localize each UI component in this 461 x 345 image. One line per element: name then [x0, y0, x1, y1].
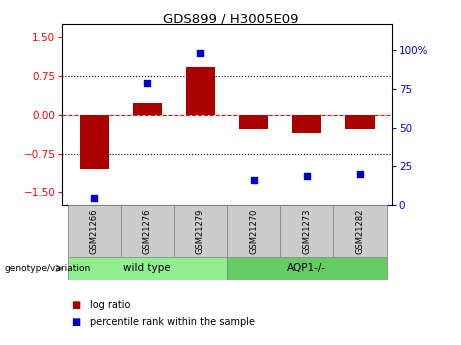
Text: GSM21279: GSM21279	[196, 208, 205, 254]
Bar	[79, 115, 109, 169]
Bar	[239, 115, 268, 129]
Bar	[345, 115, 375, 129]
Point	[303, 173, 310, 179]
Text: percentile rank within the sample: percentile rank within the sample	[90, 317, 255, 326]
Bar	[280, 205, 333, 257]
Point	[197, 50, 204, 56]
Text: GSM21273: GSM21273	[302, 208, 311, 254]
Bar	[133, 103, 162, 115]
Text: GSM21282: GSM21282	[355, 208, 365, 254]
Point	[144, 80, 151, 86]
Point	[356, 171, 364, 177]
Text: GSM21276: GSM21276	[143, 208, 152, 254]
Bar	[186, 67, 215, 115]
Text: AQP1-/-: AQP1-/-	[287, 264, 326, 273]
Bar	[227, 257, 386, 280]
Text: wild type: wild type	[124, 264, 171, 273]
Point	[90, 195, 98, 200]
Bar	[68, 257, 227, 280]
Bar	[227, 205, 280, 257]
Point	[250, 178, 257, 183]
Text: ■: ■	[71, 317, 81, 326]
Bar	[292, 115, 321, 133]
Bar	[333, 205, 386, 257]
Text: GDS899 / H3005E09: GDS899 / H3005E09	[163, 12, 298, 25]
Text: genotype/variation: genotype/variation	[5, 264, 91, 273]
Bar	[68, 205, 121, 257]
Text: log ratio: log ratio	[90, 300, 130, 310]
Bar	[121, 205, 174, 257]
Text: GSM21270: GSM21270	[249, 208, 258, 254]
Text: ■: ■	[71, 300, 81, 310]
Text: GSM21266: GSM21266	[89, 208, 99, 254]
Bar	[174, 205, 227, 257]
